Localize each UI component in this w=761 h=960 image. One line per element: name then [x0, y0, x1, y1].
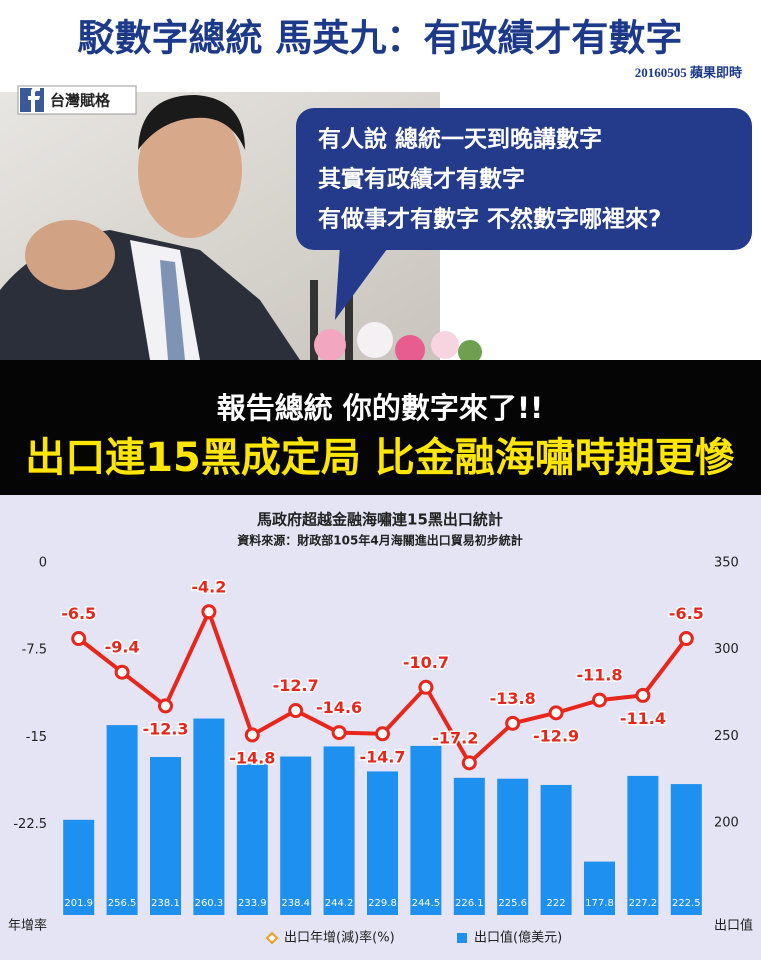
point	[244, 727, 260, 743]
y-tick-label: 0	[39, 556, 47, 571]
point-label: -14.7	[359, 747, 405, 766]
point-label: -14.8	[229, 748, 275, 767]
point-label: -10.7	[403, 653, 449, 672]
y-axis-title: 年增率	[8, 918, 47, 934]
banner-line: 報告總統 你的數字來了!!	[217, 391, 544, 425]
legend-label: 出口年增(減)率(%)	[284, 930, 395, 946]
point	[288, 703, 304, 719]
point	[375, 726, 390, 742]
bar	[627, 775, 659, 915]
headline: 駁數字總統 馬英九：有政績才有數字	[78, 17, 683, 60]
point	[158, 698, 173, 714]
badge-text: 台灣賦格	[50, 92, 111, 110]
bar-value-label: 238.4	[281, 898, 310, 909]
bar-value-label: 222	[547, 898, 566, 909]
y2-tick-label: 250	[714, 729, 739, 744]
source: 20160505 蘋果即時	[635, 65, 742, 80]
point	[678, 631, 694, 647]
point	[71, 631, 87, 647]
point	[114, 664, 130, 680]
bar	[193, 718, 225, 915]
point-label: -11.8	[576, 666, 622, 685]
y-tick-label: -22.5	[13, 817, 47, 832]
bar-value-label: 225.6	[498, 898, 527, 909]
point-label: -6.5	[669, 604, 704, 623]
legend-label: 出口值(億美元)	[474, 930, 562, 946]
bubble-line: 有做事才有數字 不然數字哪裡來?	[318, 206, 661, 233]
bar	[497, 778, 529, 915]
y2-tick-label: 300	[714, 642, 739, 657]
bar	[670, 784, 702, 915]
bar-value-label: 177.8	[585, 898, 614, 909]
legend-marker	[265, 931, 279, 945]
speech-bubble: 有人說 總統一天到晚講數字 其實有政績才有數字 有做事才有數字 不然數字哪裡來?	[296, 108, 752, 320]
bar-value-label: 226.1	[455, 898, 484, 909]
point-label: -14.6	[316, 698, 362, 717]
point	[418, 679, 434, 695]
point-label: -12.3	[142, 719, 188, 738]
chart-title: 馬政府超越金融海嘯連15黑出口統計	[257, 511, 503, 529]
bar	[106, 725, 138, 915]
bar	[280, 756, 312, 915]
legend-marker	[457, 933, 467, 943]
banner	[0, 360, 761, 495]
bar-value-label: 222.5	[672, 898, 701, 909]
bar	[540, 784, 572, 915]
bar-value-label: 256.5	[108, 898, 137, 909]
bar-value-label: 238.1	[151, 898, 180, 909]
bar	[236, 764, 268, 915]
point-label: -11.4	[620, 709, 666, 728]
point	[635, 687, 651, 703]
bar	[63, 819, 95, 915]
bar	[150, 757, 181, 915]
banner-line: 出口連15黑成定局 比金融海嘯時期更慘	[25, 435, 735, 481]
chart-subtitle: 資料來源：財政部105年4月海關進出口貿易初步統計	[237, 533, 522, 548]
point	[201, 604, 217, 620]
point-label: -12.9	[533, 726, 579, 745]
point	[505, 715, 521, 731]
bar	[584, 861, 615, 915]
point	[548, 705, 564, 721]
y2-tick-label: 200	[714, 816, 739, 831]
bubble-line: 有人說 總統一天到晚講數字	[318, 126, 602, 153]
bar-value-label: 229.8	[368, 898, 397, 909]
y-tick-label: -15	[26, 730, 47, 745]
y2-tick-label: 350	[714, 556, 739, 571]
bar-value-label: 201.9	[64, 898, 93, 909]
point-label: -12.7	[273, 676, 319, 695]
bar	[453, 777, 485, 915]
y-tick-label: -7.5	[22, 643, 47, 658]
point	[461, 755, 477, 771]
point-label: -9.4	[105, 638, 140, 657]
bubble-line: 其實有政績才有數字	[318, 166, 525, 193]
bar-value-label: 227.2	[629, 898, 658, 909]
plot: 0 -7.5 -15 -22.5 200 250 300 350 201.9 256.5 238.1…	[13, 556, 738, 946]
point-label: -13.8	[490, 689, 536, 708]
bar	[323, 746, 355, 915]
point-label: -4.2	[191, 577, 226, 596]
bar-value-label: 244.5	[412, 898, 441, 909]
bar-value-label: 244.2	[325, 898, 354, 909]
bar-value-label: 260.3	[195, 898, 224, 909]
badge: 台灣賦格	[17, 85, 137, 115]
bar	[367, 771, 398, 915]
bar	[410, 745, 442, 915]
point-label: -6.5	[61, 604, 96, 623]
point	[592, 692, 607, 708]
point	[331, 725, 347, 741]
bar-value-label: 233.9	[238, 898, 267, 909]
point-label: -17.2	[432, 728, 478, 747]
y2-axis-title: 出口值	[714, 918, 753, 934]
